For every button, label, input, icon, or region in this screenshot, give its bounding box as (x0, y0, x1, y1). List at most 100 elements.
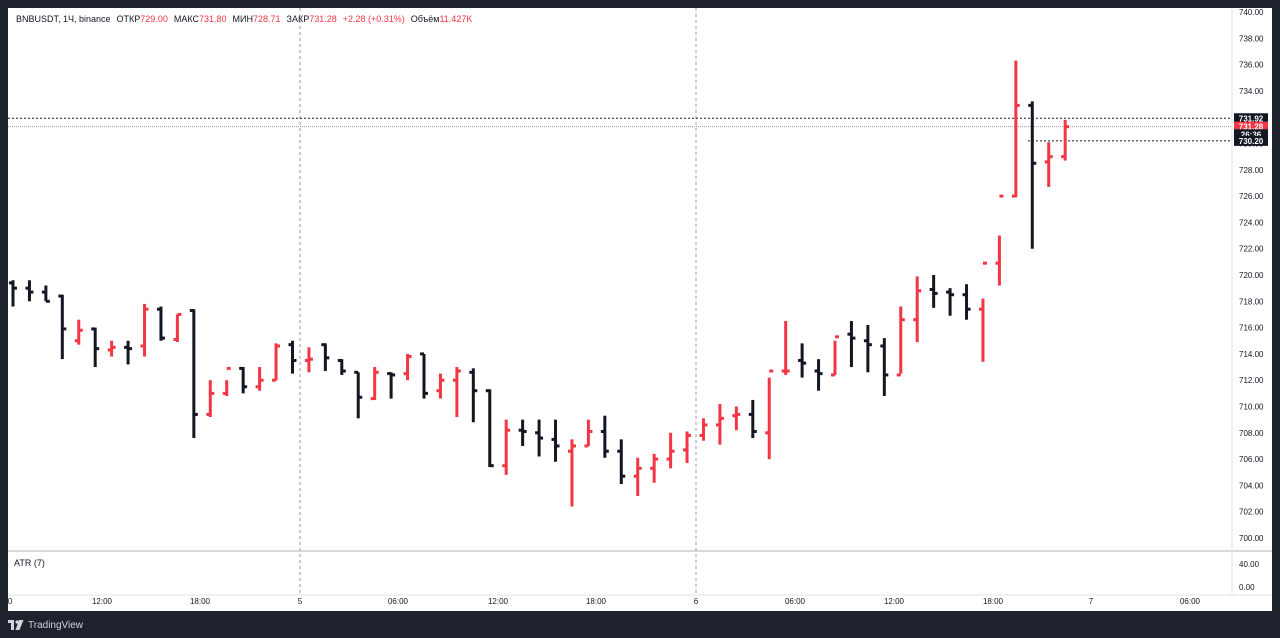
time-tick-label: 6 (694, 597, 699, 606)
ohlc-bar[interactable] (485, 389, 494, 468)
ohlc-bar[interactable] (156, 306, 165, 341)
volume-label: Объём (410, 14, 440, 24)
ohlc-bar[interactable] (255, 367, 264, 391)
price-chart[interactable]: 0 12:00 18:00 5 06:00 12:00 18:00 6 06:00 12:00 18… (8, 8, 1272, 611)
ohlc-bar[interactable] (403, 353, 412, 381)
price-tick-label: 726.00 (1239, 192, 1264, 201)
ohlc-bar[interactable] (420, 352, 428, 399)
time-tick-label: 06:00 (388, 597, 409, 606)
price-tick-label: 708.00 (1239, 429, 1264, 438)
price-tick-label: 738.00 (1239, 34, 1264, 43)
ohlc-bar[interactable] (370, 367, 379, 401)
ohlc-bar[interactable] (732, 406, 741, 431)
ohlc-bar[interactable] (567, 439, 576, 507)
ohlc-bar[interactable] (58, 294, 67, 360)
ohlc-bar[interactable] (650, 453, 659, 483)
price-label-box (1234, 113, 1268, 124)
ohlc-bar[interactable] (748, 399, 757, 439)
chart-pane[interactable]: 0 12:00 18:00 5 06:00 12:00 18:00 6 06:00 12:00 18… (8, 8, 1272, 611)
ohlc-bar[interactable] (387, 372, 396, 399)
ohlc-bar[interactable] (699, 418, 708, 441)
ohlc-bar[interactable] (715, 403, 724, 445)
volume-value: 11.427K (439, 14, 473, 24)
price-tick-label: 714.00 (1239, 350, 1264, 359)
ohlc-bar[interactable] (354, 370, 363, 419)
ohlc-bar[interactable] (978, 261, 987, 362)
price-label-box (1234, 121, 1268, 132)
price-tick-label: 736.00 (1239, 61, 1264, 70)
ohlc-bar[interactable] (946, 288, 955, 316)
ohlc-bar[interactable] (321, 343, 330, 371)
time-tick-label: 12:00 (884, 597, 905, 606)
ohlc-bar[interactable] (469, 368, 478, 423)
time-tick-label: 12:00 (488, 597, 509, 606)
ohlc-bar[interactable] (913, 276, 922, 343)
symbol-label[interactable]: BNBUSDT, 1Ч, binance (16, 14, 111, 24)
ohlc-bar[interactable] (814, 359, 823, 391)
ohlc-bar[interactable] (337, 358, 346, 375)
ohlc-bar[interactable] (206, 380, 215, 418)
price-tick-label: 704.00 (1239, 481, 1264, 490)
tradingview-logo[interactable]: TradingView (8, 618, 83, 632)
ohlc-bar[interactable] (222, 366, 231, 396)
ohlc-bar[interactable] (91, 327, 100, 368)
price-label-text: 731.92 (1239, 114, 1264, 123)
price-tick-label: 724.00 (1239, 218, 1264, 227)
close-value: 731.28 (309, 14, 337, 24)
low-label: МИН (232, 14, 253, 24)
time-tick-label: 7 (1089, 597, 1094, 606)
ohlc-bar[interactable] (518, 419, 527, 446)
ohlc-bar[interactable] (617, 439, 626, 485)
ohlc-bar[interactable] (124, 340, 133, 365)
price-label-box (1234, 129, 1268, 140)
ohlc-bar[interactable] (140, 303, 149, 357)
ohlc-bar[interactable] (189, 309, 198, 439)
ohlc-bar[interactable] (1011, 60, 1020, 198)
ohlc-bar[interactable] (584, 419, 593, 448)
ohlc-bar[interactable] (995, 194, 1004, 286)
ohlc-bar[interactable] (9, 280, 17, 307)
ohlc-bar[interactable] (633, 457, 642, 496)
ohlc-bar[interactable] (683, 431, 692, 464)
ohlc-bar[interactable] (1028, 101, 1037, 249)
time-tick-label: 18:00 (586, 597, 607, 606)
ohlc-bar[interactable] (502, 419, 511, 475)
ohlc-bar[interactable] (452, 367, 461, 418)
ohlc-bar[interactable] (896, 306, 905, 377)
ohlc-bar[interactable] (41, 285, 50, 303)
atr-indicator-label[interactable]: ATR (7) (14, 558, 45, 568)
ohlc-bar[interactable] (666, 432, 675, 469)
price-tick-label: 700.00 (1239, 534, 1264, 543)
ohlc-bar[interactable] (863, 324, 872, 373)
ohlc-bar[interactable] (929, 275, 938, 308)
ohlc-bar[interactable] (25, 280, 34, 302)
low-value: 728.71 (252, 14, 281, 24)
ohlc-bar[interactable] (600, 415, 609, 458)
ohlc-bar[interactable] (847, 321, 856, 368)
price-tick-label: 728.00 (1239, 166, 1264, 175)
ohlc-bar[interactable] (304, 347, 313, 373)
ohlc-bar[interactable] (1061, 119, 1070, 161)
ohlc-bar[interactable] (288, 340, 297, 374)
ohlc-bar[interactable] (781, 321, 790, 375)
ohlc-bar[interactable] (1044, 142, 1053, 187)
open-label: ОТКР (116, 14, 141, 24)
time-tick-label: 0 (8, 597, 13, 606)
time-tick-label: 18:00 (190, 597, 211, 606)
ohlc-bar[interactable] (74, 319, 83, 345)
ohlc-bar[interactable] (962, 284, 971, 320)
ohlc-bar[interactable] (173, 312, 182, 343)
price-tick-label: 702.00 (1239, 508, 1264, 517)
ohlc-bar[interactable] (765, 369, 774, 460)
time-tick-label: 18:00 (983, 597, 1004, 606)
ohlc-bar[interactable] (239, 366, 248, 394)
ohlc-bar[interactable] (107, 340, 116, 357)
ohlc-bar[interactable] (436, 373, 445, 399)
ohlc-bar[interactable] (272, 343, 281, 382)
time-tick-label: 06:00 (785, 597, 806, 606)
ohlc-bar[interactable] (535, 419, 544, 457)
ohlc-bar[interactable] (880, 338, 889, 396)
ohlc-bar[interactable] (551, 419, 560, 462)
ohlc-bar[interactable] (798, 343, 807, 378)
ohlc-bar[interactable] (831, 335, 839, 377)
